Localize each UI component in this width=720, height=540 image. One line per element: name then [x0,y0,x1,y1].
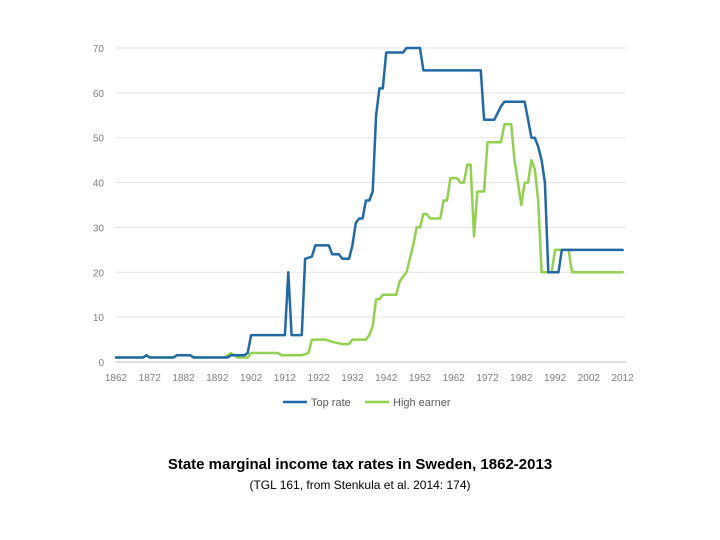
x-tick-label: 1922 [308,373,331,384]
y-tick-label: 20 [93,268,105,279]
legend: Top rate High earner [283,397,451,409]
x-tick-label: 1982 [510,373,533,384]
series-layer [116,48,623,358]
legend-label-high-earner: High earner [393,397,451,409]
y-tick-label: 50 [93,134,105,145]
y-tick-label: 70 [93,44,105,55]
y-tick-label: 10 [93,313,105,324]
x-axis-tick-labels: 1862 1872 1882 1892 1902 1912 1922 1932 1942 1952… [105,373,634,384]
y-tick-label: 0 [98,358,104,369]
x-tick-label: 1872 [139,373,162,384]
y-tick-label: 40 [93,179,105,190]
x-tick-label: 2002 [578,373,601,384]
x-tick-label: 1942 [375,373,398,384]
y-tick-label: 60 [93,89,105,100]
x-tick-label: 1912 [274,373,297,384]
grid-lines [116,48,626,362]
x-tick-label: 1902 [240,373,263,384]
caption-source: (TGL 161, from Stenkula et al. 2014: 174… [0,478,720,492]
y-axis-tick-labels: 0 10 20 30 40 50 60 70 [93,44,105,369]
x-tick-label: 1962 [443,373,466,384]
x-tick-label: 1932 [341,373,364,384]
x-tick-label: 1952 [409,373,432,384]
x-tick-label: 1862 [105,373,128,384]
caption-title: State marginal income tax rates in Swede… [0,456,720,473]
x-tick-label: 1972 [476,373,499,384]
x-tick-label: 1892 [206,373,229,384]
series-line-top-rate [116,48,623,358]
legend-label-top-rate: Top rate [311,397,351,409]
x-tick-label: 2012 [611,373,634,384]
x-tick-label: 1992 [544,373,567,384]
y-tick-label: 30 [93,223,105,234]
x-tick-label: 1882 [172,373,195,384]
